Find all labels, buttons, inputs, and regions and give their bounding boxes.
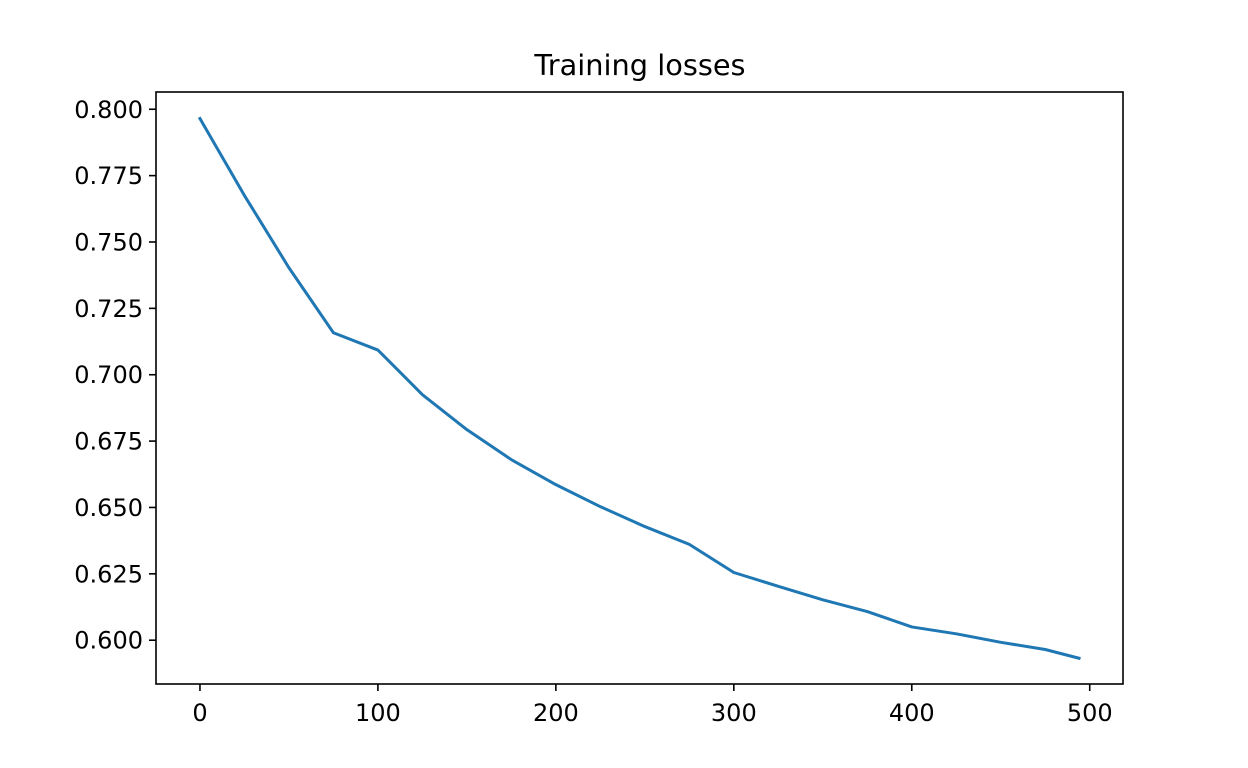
x-tick-label: 100 xyxy=(355,699,401,727)
y-tick-label: 0.625 xyxy=(74,560,143,588)
x-tick-label: 500 xyxy=(1067,699,1113,727)
x-tick-label: 200 xyxy=(533,699,579,727)
x-tick-label: 400 xyxy=(889,699,935,727)
y-tick-label: 0.725 xyxy=(74,295,143,323)
y-tick-label: 0.700 xyxy=(74,361,143,389)
axes-frame xyxy=(155,91,1124,685)
y-tick-label: 0.750 xyxy=(74,228,143,256)
series-line-0 xyxy=(197,116,1081,661)
chart-title: Training losses xyxy=(533,48,745,82)
x-tick-label: 300 xyxy=(711,699,757,727)
y-tick-label: 0.650 xyxy=(74,494,143,522)
y-tick-label: 0.675 xyxy=(74,428,143,456)
y-tick-label: 0.800 xyxy=(74,96,143,124)
y-tick-label: 0.600 xyxy=(74,627,143,655)
x-tick-label: 0 xyxy=(192,699,207,727)
plot-area: 0 100 200 300 400 500 0.600 0.625 0.650 0.675 0.70… xyxy=(74,91,1124,727)
y-tick-label: 0.775 xyxy=(74,162,143,190)
